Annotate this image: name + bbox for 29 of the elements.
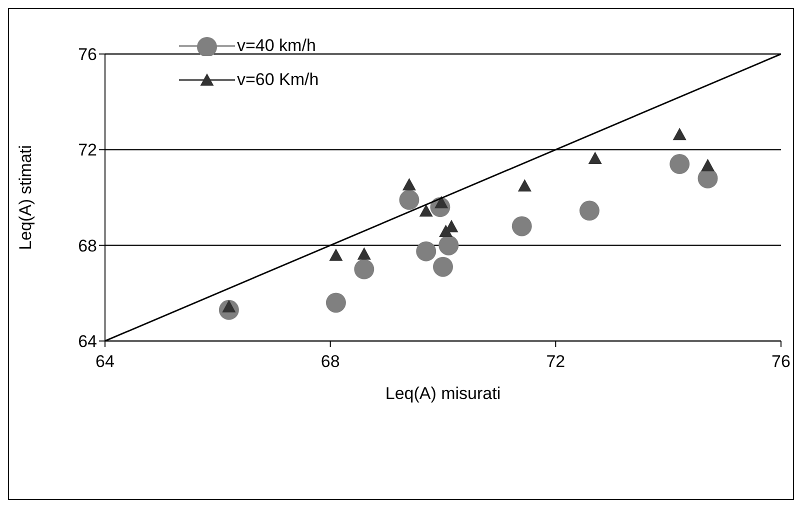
- point: [670, 154, 690, 174]
- point: [518, 179, 532, 192]
- x-axis-title: Leq(A) misurati: [385, 384, 501, 403]
- legend-label: v=40 km/h: [237, 36, 316, 56]
- point: [700, 158, 715, 172]
- point: [357, 247, 371, 260]
- point: [354, 259, 374, 280]
- point: [399, 190, 420, 210]
- y-tick-label: 76: [78, 45, 97, 64]
- point: [329, 248, 343, 261]
- legend-label: v=60 Km/h: [237, 70, 319, 90]
- point: [402, 178, 416, 190]
- x-tick-label: 76: [772, 352, 790, 372]
- point: [419, 204, 433, 217]
- y-tick-label: 72: [78, 140, 97, 160]
- point: [416, 241, 436, 262]
- y-tick-label: 64: [78, 332, 97, 352]
- y-tick-label: 68: [78, 236, 97, 256]
- x-tick-label: 64: [96, 352, 114, 372]
- point: [438, 235, 459, 256]
- x-tick-label: 72: [546, 352, 566, 372]
- point: [512, 216, 532, 236]
- point: [588, 152, 602, 164]
- point: [672, 128, 686, 140]
- point: [433, 256, 453, 277]
- x-tick-label: 68: [320, 352, 340, 372]
- point: [579, 200, 600, 221]
- point: [326, 292, 346, 313]
- y-axis-title: Leq(A) stimati: [16, 145, 36, 250]
